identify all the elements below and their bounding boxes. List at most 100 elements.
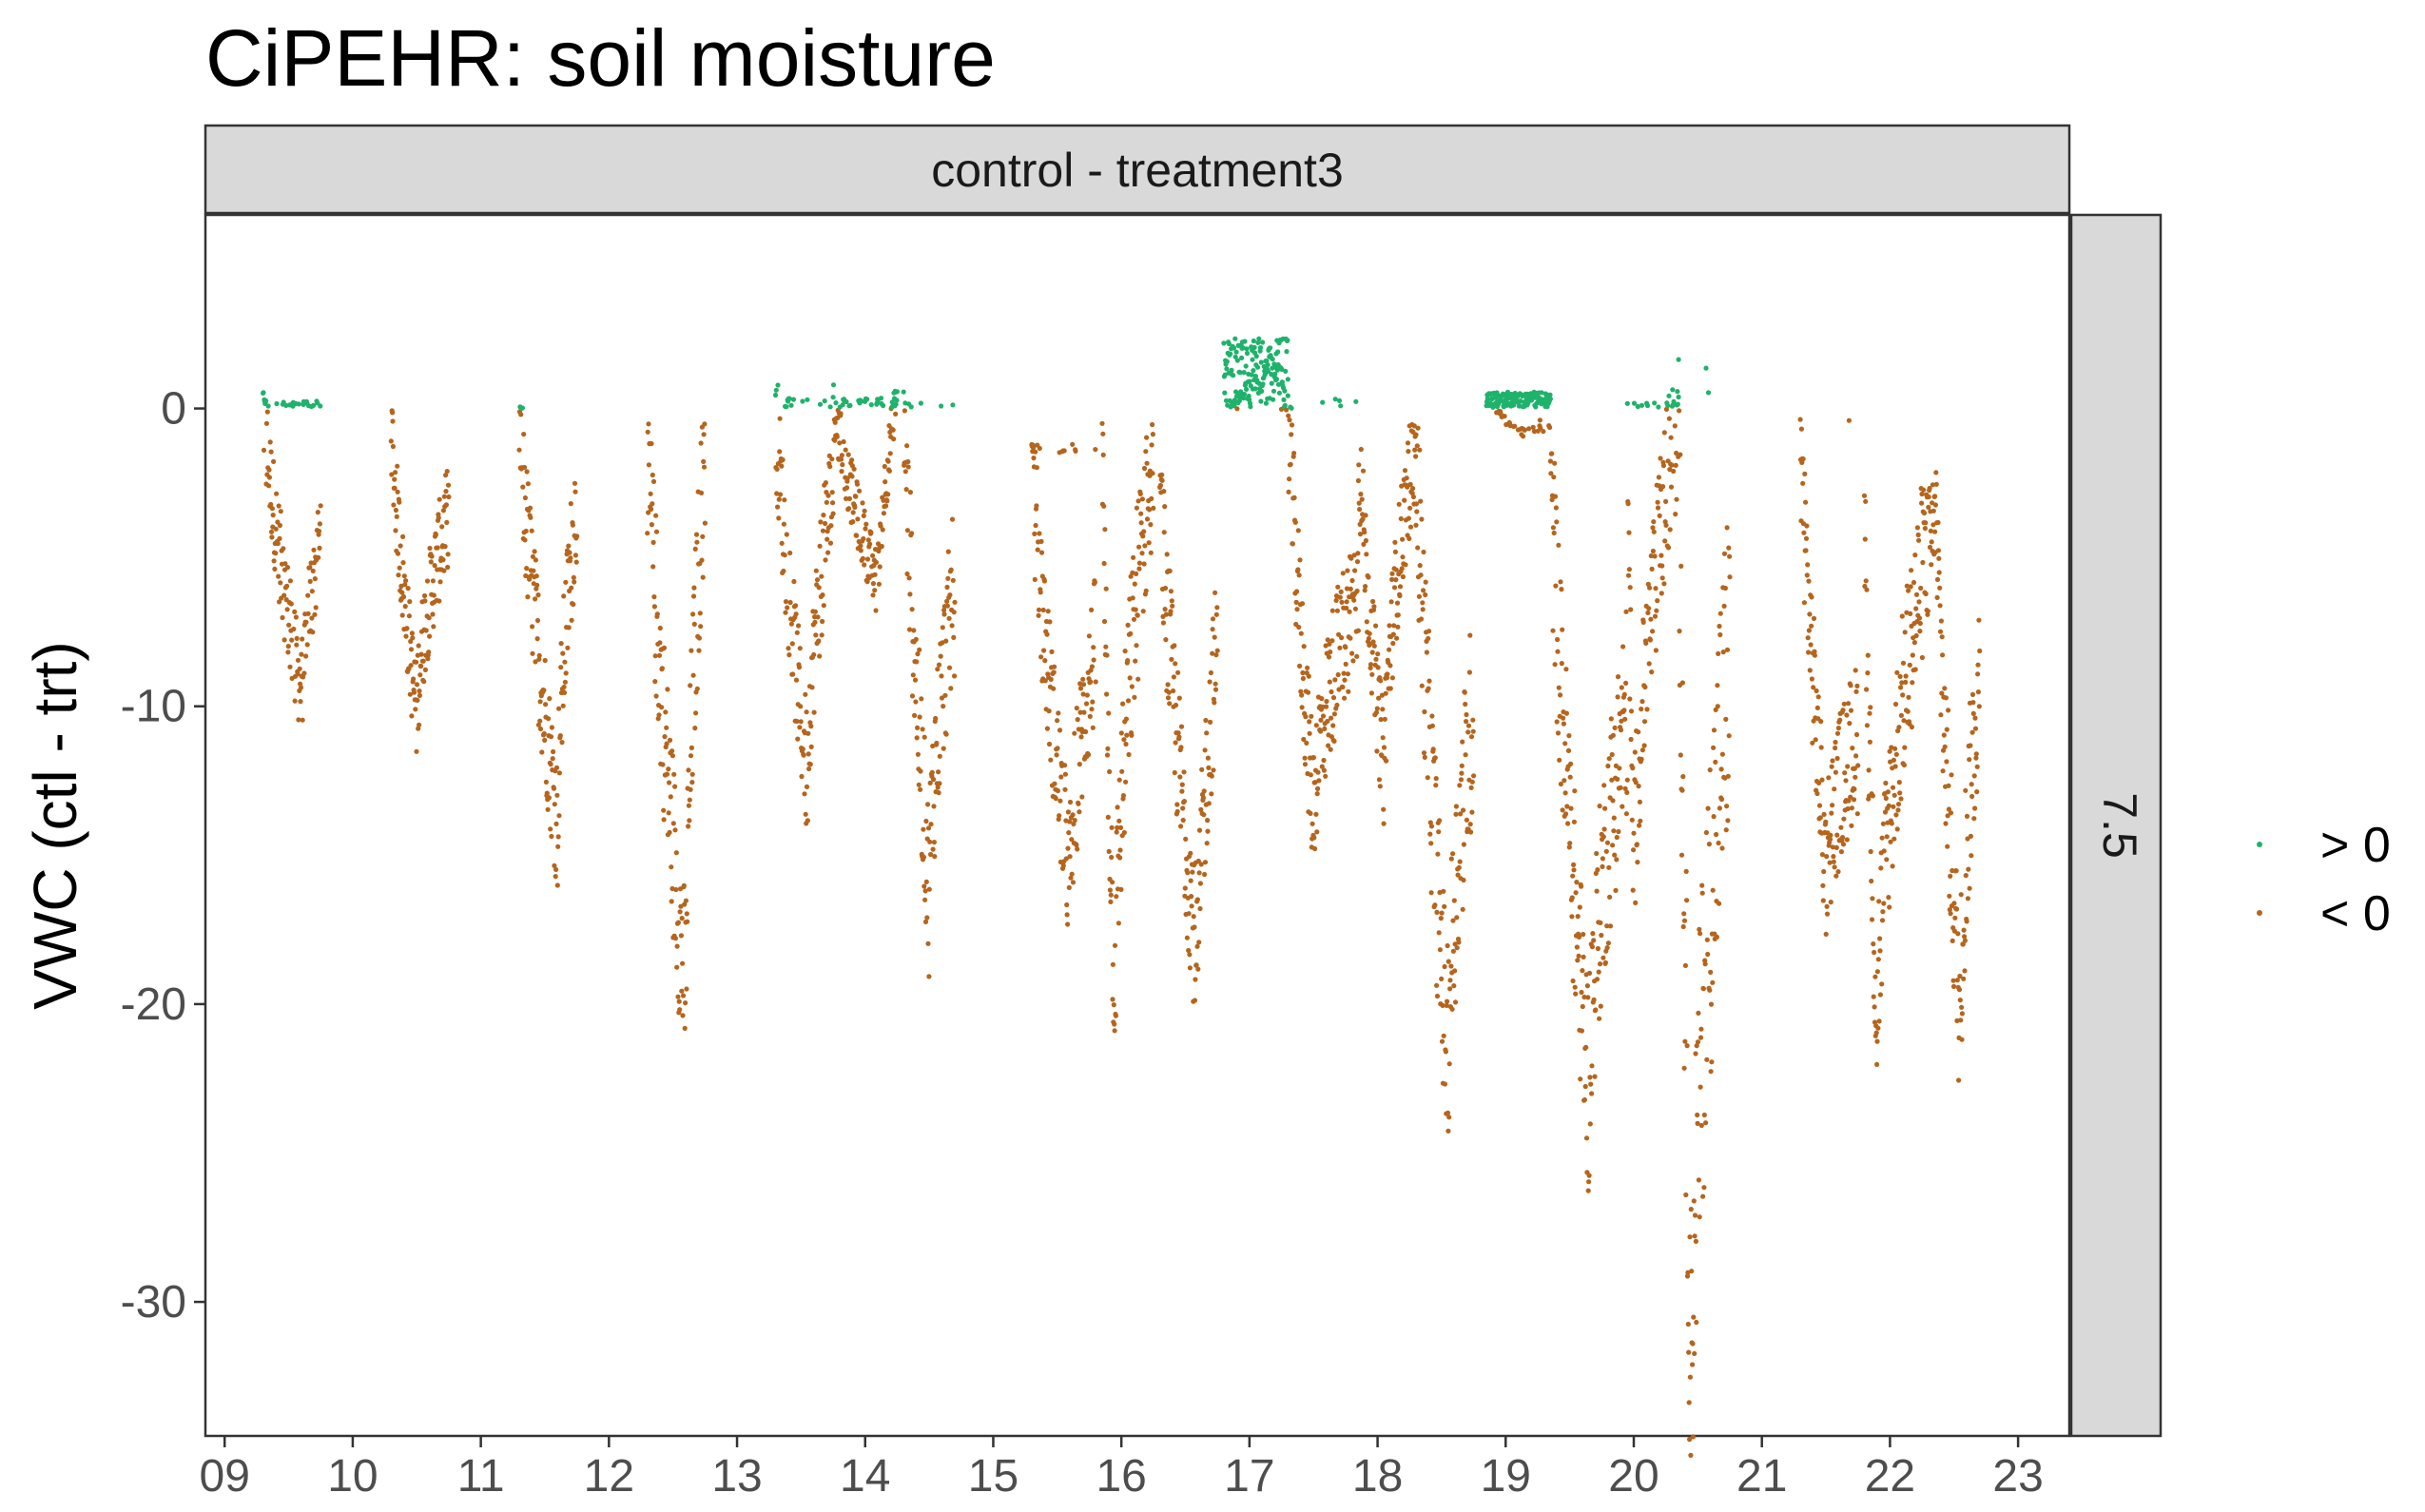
data-point [284, 607, 290, 612]
data-point [310, 568, 316, 574]
data-point [1345, 568, 1350, 573]
data-point [1148, 550, 1154, 555]
data-point [1636, 729, 1641, 735]
data-point [1581, 931, 1586, 938]
data-point [548, 762, 553, 767]
data-point [1820, 882, 1826, 888]
data-point [1816, 780, 1822, 786]
data-point [1336, 397, 1343, 403]
data-point [1602, 960, 1608, 965]
data-point [1844, 837, 1850, 843]
data-point [1193, 977, 1198, 982]
data-point [408, 647, 415, 652]
data-point [1942, 744, 1948, 749]
data-point [1387, 623, 1392, 629]
data-point [1711, 814, 1717, 820]
data-point [545, 806, 551, 812]
data-point [1066, 830, 1072, 836]
data-point [870, 552, 876, 558]
data-point [858, 548, 863, 553]
data-point [1461, 807, 1466, 813]
facet-right-strip [2069, 213, 2163, 1438]
data-point [817, 401, 824, 407]
data-point [1598, 1003, 1603, 1009]
data-point [1549, 451, 1555, 456]
data-point [820, 618, 825, 625]
data-point [388, 438, 394, 444]
data-point [1447, 978, 1453, 983]
data-point [1632, 749, 1638, 755]
data-point [1418, 616, 1425, 622]
data-point [1684, 1043, 1690, 1049]
data-point [855, 516, 861, 522]
data-point [678, 933, 685, 939]
data-point [1831, 859, 1836, 864]
data-point [1821, 868, 1827, 875]
data-point [1403, 562, 1408, 568]
data-point [1943, 695, 1949, 701]
data-point [1936, 570, 1942, 575]
data-point [1258, 359, 1264, 365]
data-point [1530, 424, 1536, 430]
data-point [542, 737, 548, 744]
data-point [266, 467, 272, 473]
data-point [1378, 678, 1384, 684]
data-point [1333, 597, 1339, 604]
data-point [1166, 689, 1172, 695]
data-point [1938, 712, 1944, 718]
data-point [921, 826, 926, 832]
data-point [697, 611, 703, 616]
data-point [1188, 850, 1193, 856]
data-point [946, 665, 953, 670]
data-point [1468, 734, 1475, 740]
data-point [797, 725, 803, 730]
data-point [1864, 687, 1870, 692]
data-point [1640, 619, 1646, 626]
data-point [1827, 860, 1833, 865]
data-point [894, 397, 900, 403]
data-point [1915, 532, 1921, 538]
data-point [1727, 553, 1733, 559]
data-point [562, 679, 569, 685]
x-tick-label: 21 [1736, 1451, 1787, 1502]
data-point [1231, 373, 1236, 378]
data-point [1512, 423, 1518, 429]
data-point [443, 489, 449, 494]
data-point [1890, 785, 1896, 790]
data-point [1283, 368, 1289, 374]
data-point [1320, 399, 1326, 405]
data-point [281, 546, 286, 552]
data-point [1320, 713, 1327, 719]
data-point [1904, 583, 1910, 589]
data-point [414, 659, 419, 665]
data-point [1895, 802, 1902, 807]
data-point [1944, 727, 1950, 732]
data-point [1209, 791, 1214, 797]
data-point [1301, 644, 1307, 649]
data-point [674, 964, 680, 970]
data-point [656, 712, 662, 718]
data-point [1415, 425, 1421, 431]
data-point [1912, 667, 1918, 672]
data-point [657, 625, 663, 631]
data-point [1300, 675, 1306, 682]
data-point [1468, 829, 1474, 835]
data-point [1972, 715, 1978, 721]
data-point [1187, 965, 1193, 971]
data-point [660, 762, 666, 767]
data-point [1342, 695, 1348, 701]
data-point [1601, 826, 1607, 832]
data-point [802, 791, 807, 797]
y-tick-label: -10 [121, 682, 186, 732]
data-point [1665, 545, 1672, 551]
data-point [267, 439, 273, 445]
data-point [1972, 805, 1978, 811]
data-point [1419, 516, 1425, 522]
data-point [1698, 1084, 1703, 1090]
data-point [807, 762, 813, 767]
data-point [1814, 688, 1819, 694]
data-point [550, 756, 555, 762]
data-point [925, 940, 931, 946]
data-point [1711, 745, 1717, 750]
data-point [1679, 680, 1685, 686]
